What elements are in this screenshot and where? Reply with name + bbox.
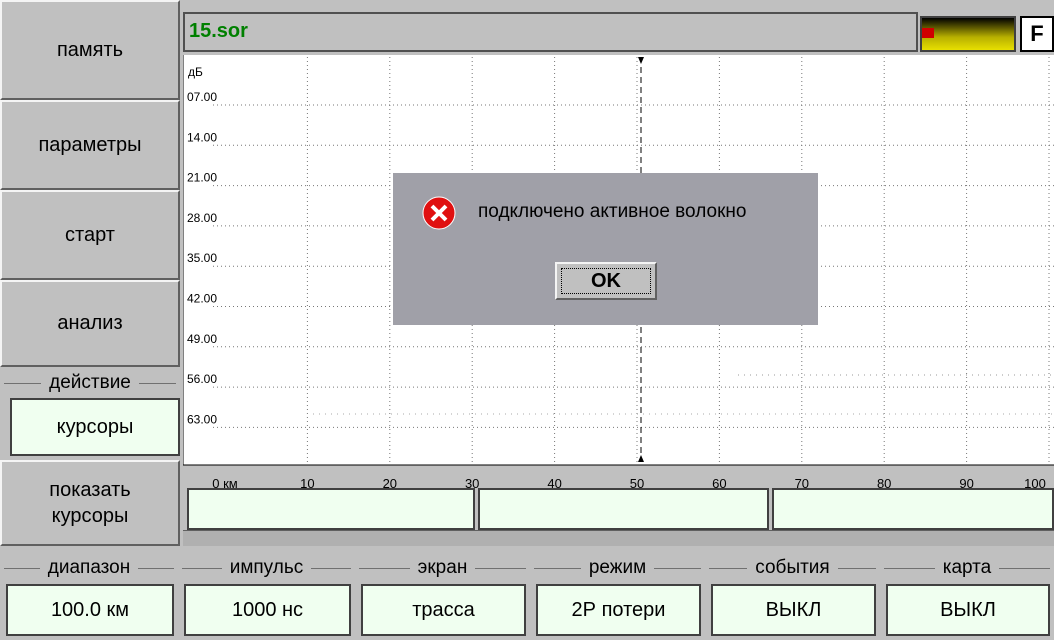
cursor-field [772, 488, 1054, 530]
label-text: события [747, 557, 838, 579]
y-tick-label: 14.00 [187, 130, 217, 144]
ok-button[interactable]: OK [555, 262, 657, 300]
menu-button[interactable]: анализ [0, 280, 180, 367]
error-icon [422, 196, 456, 230]
menu-button[interactable]: параметры [0, 100, 180, 190]
y-tick-label: 21.00 [187, 171, 217, 185]
setting-value[interactable]: трасса [361, 584, 526, 636]
x-tick-label: 30 [465, 476, 479, 491]
y-tick-label: 49.00 [187, 332, 217, 346]
indicator-f[interactable]: F [1020, 16, 1054, 52]
x-tick-label: 0 км [212, 476, 238, 491]
setting-label: карта [880, 555, 1054, 581]
y-tick-label: 07.00 [187, 90, 217, 104]
setting-value[interactable]: 2Р потери [536, 584, 701, 636]
action-value[interactable]: курсоры [10, 398, 180, 456]
setting-label: события [705, 555, 880, 581]
menu-button[interactable]: старт [0, 190, 180, 280]
x-tick-label: 70 [795, 476, 809, 491]
label-text: действие [41, 372, 139, 394]
menu-button[interactable]: память [0, 0, 180, 100]
cursor-bottom [638, 455, 644, 462]
setting-value[interactable]: ВЫКЛ [886, 584, 1050, 636]
indicator-marker [922, 28, 934, 38]
x-tick-label: 90 [959, 476, 973, 491]
x-tick-label: 60 [712, 476, 726, 491]
label-text: режим [580, 557, 655, 579]
x-tick-label: 50 [630, 476, 644, 491]
label-text: импульс [221, 557, 312, 579]
y-tick-label: 35.00 [187, 251, 217, 265]
scroll-bar [183, 530, 1054, 546]
label-text: экран [409, 557, 476, 579]
x-tick-label: 100 [1024, 476, 1046, 491]
cursor-field [187, 488, 475, 530]
x-tick-label: 80 [877, 476, 891, 491]
setting-label: диапазон [0, 555, 178, 581]
cursor-top [638, 57, 644, 64]
label-text: диапазон [39, 557, 139, 579]
setting-label: импульс [178, 555, 355, 581]
setting-label: экран [355, 555, 530, 581]
y-tick-label: 63.00 [187, 412, 217, 426]
dialog-message: подключено активное волокно [478, 201, 747, 222]
show-cursors-button[interactable]: показать курсоры [0, 460, 180, 546]
label-text: карта [934, 557, 1000, 579]
y-tick-label: 56.00 [187, 372, 217, 386]
x-tick-label: 40 [547, 476, 561, 491]
action-label: действие [0, 370, 180, 396]
signal-indicator [920, 16, 1016, 52]
setting-label: режим [530, 555, 705, 581]
x-tick-label: 20 [383, 476, 397, 491]
y-unit: дБ [188, 65, 203, 79]
y-tick-label: 28.00 [187, 211, 217, 225]
dialog: подключено активное волокно OK [393, 173, 818, 325]
cursor-field [478, 488, 769, 530]
setting-value[interactable]: ВЫКЛ [711, 584, 876, 636]
x-tick-label: 10 [300, 476, 314, 491]
y-tick-label: 42.00 [187, 292, 217, 306]
filename: 15.sor [183, 12, 918, 52]
setting-value[interactable]: 1000 нс [184, 584, 351, 636]
setting-value[interactable]: 100.0 км [6, 584, 174, 636]
